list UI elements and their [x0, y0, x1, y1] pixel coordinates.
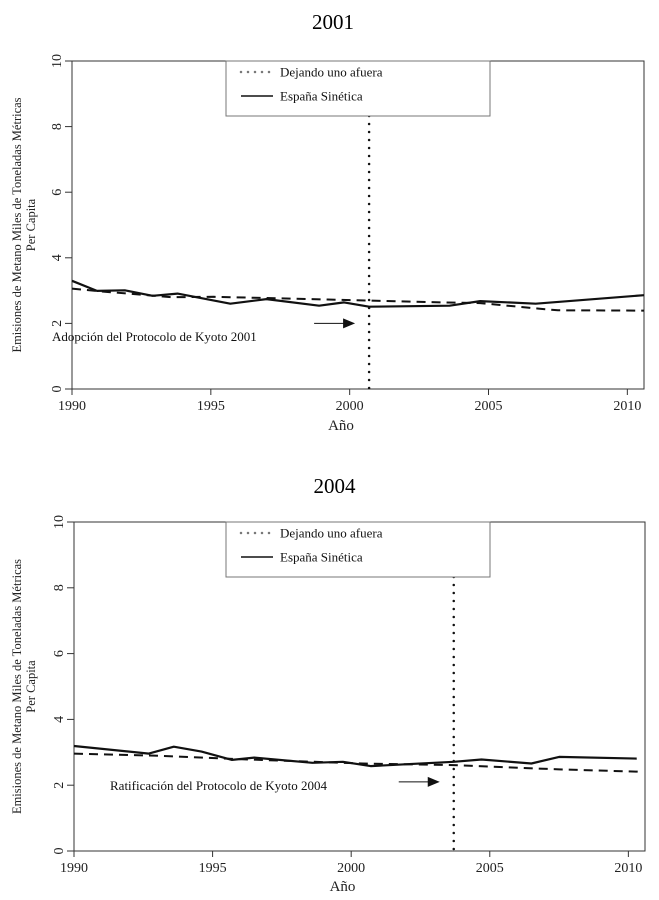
legend-label: Dejando uno afuera — [280, 65, 383, 80]
y-axis-label: Emisiones de Metano Miles de Toneladas M… — [10, 97, 24, 352]
legend-box — [225, 521, 491, 578]
x-tick-label: 2010 — [613, 399, 641, 414]
chart-title: 2004 — [314, 474, 357, 498]
y-tick-label: 8 — [50, 123, 65, 130]
x-tick-label: 1990 — [60, 861, 88, 876]
x-tick-label: 1995 — [197, 399, 225, 414]
y-tick-label: 2 — [50, 320, 65, 327]
y-axis-label: Emisiones de Metano Miles de Toneladas M… — [10, 559, 24, 814]
y-tick-label: 2 — [52, 782, 67, 789]
x-tick-label: 2010 — [614, 861, 642, 876]
annotation-text: Adopción del Protocolo de Kyoto 2001 — [52, 329, 257, 344]
y-tick-label: 4 — [50, 254, 65, 261]
y-tick-label: 10 — [50, 54, 65, 68]
x-tick-label: 1990 — [58, 399, 86, 414]
legend-label: España Sinética — [280, 89, 363, 104]
x-axis-label: Año — [330, 879, 356, 895]
x-axis-label: Año — [328, 418, 354, 434]
chart-title: 2001 — [312, 10, 354, 34]
x-tick-label: 2000 — [337, 861, 365, 876]
y-tick-label: 6 — [50, 189, 65, 196]
x-tick-label: 2005 — [475, 399, 503, 414]
chart-panel-2001: 2001 0 2 4 6 8 10 1990 1995 2000 2005 2010 Año Emisio… — [10, 10, 645, 434]
series-line-solid — [71, 279, 645, 308]
y-tick-label: 6 — [52, 650, 67, 657]
y-tick-label: 0 — [50, 386, 65, 393]
x-tick-label: 2000 — [336, 399, 364, 414]
chart-panel-2004: 2004 0 2 4 6 8 10 1990 1995 2000 2005 2010 Año Emisio… — [10, 474, 646, 895]
series-line-solid — [73, 744, 637, 768]
x-tick-label: 2005 — [476, 861, 504, 876]
arrow-head-icon — [343, 318, 356, 329]
y-tick-label: 10 — [52, 515, 67, 529]
y-tick-label: 8 — [52, 584, 67, 591]
y-tick-label: 0 — [52, 848, 67, 855]
legend-box — [225, 60, 491, 117]
series-line-dashed — [73, 752, 640, 773]
x-tick-label: 1995 — [199, 861, 227, 876]
y-axis-label: Per Capita — [24, 660, 38, 713]
annotation-text: Ratificación del Protocolo de Kyoto 2004 — [110, 778, 327, 793]
y-axis-label: Per Capita — [24, 198, 38, 251]
legend-label: España Sinética — [280, 550, 363, 565]
arrow-head-icon — [427, 776, 440, 787]
series-line-dashed — [71, 287, 645, 312]
legend-label: Dejando uno afuera — [280, 526, 383, 541]
y-tick-label: 4 — [52, 716, 67, 723]
